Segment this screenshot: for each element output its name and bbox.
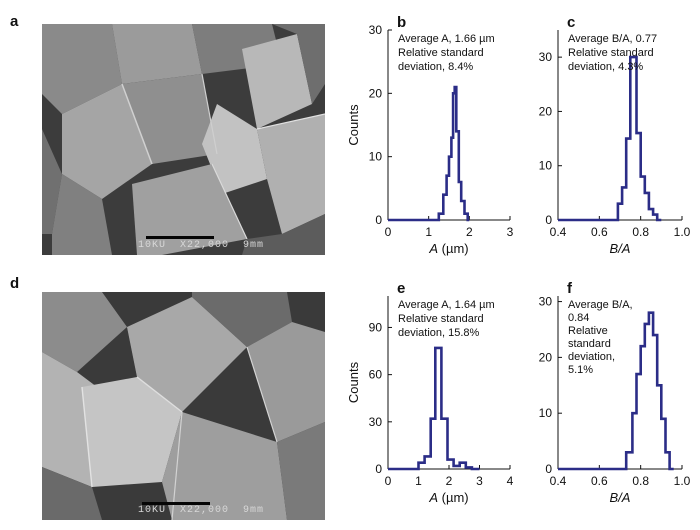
chart-f-annotation-line: 5.1% <box>568 364 593 376</box>
chart-c-y-tick-label: 10 <box>539 159 553 173</box>
chart-c-annotation-line: Average B/A, 0.77 <box>568 33 657 45</box>
chart-c-y-tick-label: 0 <box>545 213 552 227</box>
chart-b-y-tick-label: 20 <box>369 86 383 100</box>
chart-f-annotation-line: Average B/A, <box>568 299 633 311</box>
chart-b-y-tick-label: 30 <box>369 23 383 37</box>
chart-c-annotation-line: deviation, 4.3% <box>568 61 643 73</box>
chart-b-x-axis-label: A (µm) <box>428 241 468 256</box>
panel-letter-d: d <box>10 275 20 292</box>
sem-caption-d: 10KU X22,000 9mm <box>138 505 265 516</box>
chart-e-series-line <box>388 346 480 471</box>
panel-letter-a: a <box>10 13 19 30</box>
chart-f-x-tick-label: 1.0 <box>674 474 691 488</box>
chart-b-x-tick-label: 0 <box>385 225 392 239</box>
chart-f-x-tick-label: 0.4 <box>550 474 567 488</box>
sem-caption-a: 10KU X22,000 9mm <box>138 240 265 251</box>
chart-c-svg: 0.4 0.6 0.8 1.0 0 10 20 30 c Average B/A, 0.77 Rel… <box>539 14 691 256</box>
chart-e-x-tick-label: 0 <box>385 474 392 488</box>
chart-c-x-tick-label: 1.0 <box>674 225 691 239</box>
chart-c-x-tick-label: 0.8 <box>632 225 649 239</box>
chart-f-x-tick-label: 0.6 <box>591 474 608 488</box>
chart-b-x-tick-label: 2 <box>466 225 473 239</box>
sem-crystals-image-d <box>42 292 325 520</box>
chart-f-series-line <box>558 311 674 471</box>
chart-f-y-tick-label: 30 <box>539 295 553 309</box>
chart-e-x-tick-label: 1 <box>415 474 422 488</box>
chart-e-y-tick-label: 90 <box>369 320 383 334</box>
chart-f-y-tick-label: 10 <box>539 406 553 420</box>
sem-micrograph-a: 10KU X22,000 9mm <box>42 24 325 255</box>
chart-e-x-axis-label-rest: (µm) <box>438 490 469 505</box>
chart-f-y-tick-label: 20 <box>539 350 553 364</box>
chart-f-annotation-line: 0.84 <box>568 312 589 324</box>
chart-e-x-tick-label: 3 <box>476 474 483 488</box>
chart-c-x-tick-label: 0.4 <box>550 225 567 239</box>
chart-f-x-axis-label-italic: B/A <box>610 490 631 505</box>
histogram-c: 0.4 0.6 0.8 1.0 0 10 20 30 c Average B/A, 0.77 Rel… <box>520 8 695 256</box>
chart-b-annotation-line: deviation, 8.4% <box>398 61 473 73</box>
histogram-e: 0 1 2 3 4 0 30 60 90 e Average A, 1.64 µm Relative … <box>330 280 520 522</box>
histogram-b: 0 1 2 3 0 10 20 30 b Average A, 1.66 µm Relative s… <box>330 8 520 256</box>
chart-b-x-tick-label: 3 <box>507 225 514 239</box>
chart-c-y-tick-label: 30 <box>539 50 553 64</box>
chart-b-y-axis-label: Counts <box>346 104 361 146</box>
chart-e-annotation-line: Average A, 1.64 µm <box>398 299 495 311</box>
chart-c-series-line <box>558 55 662 222</box>
chart-e-annotation-line: Relative standard <box>398 313 484 325</box>
chart-f-x-axis-label: B/A <box>610 490 631 505</box>
chart-e-y-tick-label: 60 <box>369 368 383 382</box>
chart-e-x-axis-label-italic: A <box>428 490 438 505</box>
chart-c-x-axis-label-italic: B/A <box>610 241 631 256</box>
chart-b-x-axis-label-italic: A <box>428 241 438 256</box>
scale-bar-a <box>146 236 214 239</box>
chart-c-panel-letter: c <box>567 14 575 31</box>
chart-b-x-tick-label: 1 <box>425 225 432 239</box>
chart-f-x-tick-label: 0.8 <box>632 474 649 488</box>
chart-e-y-axis-label: Counts <box>346 361 361 403</box>
chart-b-panel-letter: b <box>397 14 406 31</box>
chart-f-annotation-line: Relative <box>568 325 608 337</box>
chart-b-x-axis-label-rest: (µm) <box>438 241 469 256</box>
chart-c-x-tick-label: 0.6 <box>591 225 608 239</box>
chart-f-panel-letter: f <box>567 280 573 297</box>
chart-e-annotation-line: deviation, 15.8% <box>398 327 480 339</box>
sem-micrograph-d: 10KU X22,000 9mm <box>42 292 325 520</box>
chart-f-annotation-line: deviation, <box>568 351 615 363</box>
chart-e-y-tick-label: 0 <box>375 462 382 476</box>
chart-f-y-tick-label: 0 <box>545 462 552 476</box>
chart-e-x-tick-label: 2 <box>446 474 453 488</box>
chart-b-annotation-line: Average A, 1.66 µm <box>398 33 495 45</box>
chart-e-panel-letter: e <box>397 280 405 297</box>
chart-c-annotation-line: Relative standard <box>568 47 654 59</box>
sem-crystals-image-a <box>42 24 325 255</box>
chart-b-series-line <box>388 85 470 222</box>
chart-e-x-axis-label: A (µm) <box>428 490 468 505</box>
chart-c-x-axis-label: B/A <box>610 241 631 256</box>
chart-b-annotation-line: Relative standard <box>398 47 484 59</box>
chart-f-svg: 0.4 0.6 0.8 1.0 0 10 20 30 f Average B/A,0.84Rela… <box>539 280 691 505</box>
chart-b-y-tick-label: 10 <box>369 150 383 164</box>
scale-bar-d <box>142 502 210 505</box>
chart-f-annotation-line: standard <box>568 338 611 350</box>
chart-e-y-tick-label: 30 <box>369 415 383 429</box>
chart-e-x-tick-label: 4 <box>507 474 514 488</box>
chart-c-y-tick-label: 20 <box>539 104 553 118</box>
chart-b-y-tick-label: 0 <box>375 213 382 227</box>
chart-e-svg: 0 1 2 3 4 0 30 60 90 e Average A, 1.64 µm Relative … <box>346 280 514 505</box>
histogram-f: 0.4 0.6 0.8 1.0 0 10 20 30 f Average B/A, 0.84 Rela… <box>520 280 695 522</box>
